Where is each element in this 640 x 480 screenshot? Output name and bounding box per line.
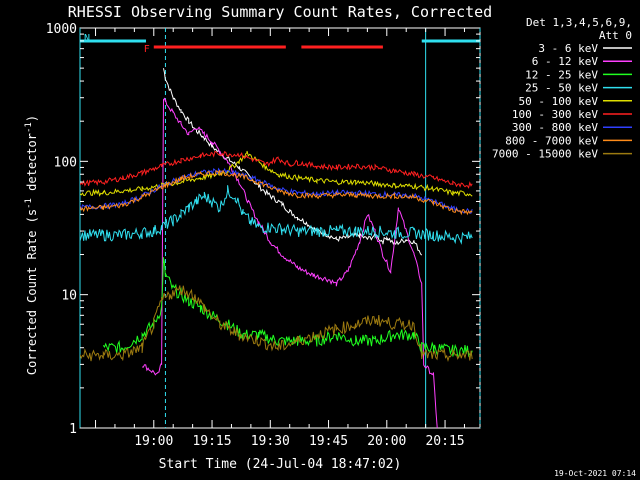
legend-label: 3 - 6 keV [538,42,598,55]
y-axis-label-mid: detector [25,133,39,198]
x-tick-label: 20:00 [367,434,406,449]
flag-label: F [144,44,150,55]
x-tick-label: 19:30 [251,434,290,449]
legend-label: 100 - 300 keV [512,108,598,121]
y-tick-label: 1000 [46,22,77,37]
y-axis-label: Corrected Count Rate (s-1 detector-1) [24,115,39,375]
y-axis-label-sup2: -1 [24,122,34,133]
y-tick-label: 100 [54,155,77,170]
x-axis-label: Start Time (24-Jul-04 18:47:02) [159,457,402,472]
legend-label: 6 - 12 keV [532,55,599,68]
legend-label: 50 - 100 keV [519,95,599,108]
legend-label: 800 - 7000 keV [505,134,598,147]
series-line [80,185,473,245]
series-line [80,285,473,363]
legend-label: 12 - 25 keV [525,68,598,81]
series-line [102,257,473,358]
attenuator-label: Att 0 [599,29,632,42]
flag-label: N [84,33,90,44]
y-axis-label-main: Corrected Count Rate (s [25,209,39,375]
plot-area: FN [79,27,481,429]
series-group [80,68,473,428]
x-tick-label: 19:15 [192,434,231,449]
timestamp: 19-Oct-2021 07:14 [554,469,636,478]
y-tick-label: 1 [69,422,77,437]
legend-label: 7000 - 15000 keV [492,148,598,161]
series-line [163,68,423,256]
series-line [80,150,473,189]
y-axis-label-sup1: -1 [24,198,34,209]
y-axis-label-end: ) [25,115,39,122]
x-axis: 19:00 19:15 19:30 19:45 20:00 20:15 [95,28,465,449]
y-tick-label: 10 [61,289,77,304]
series-line [80,150,473,197]
legend-label: 25 - 50 keV [525,82,598,95]
y-axis: 1 10 100 1000 [46,22,480,437]
series-line [80,169,473,216]
detector-label: Det 1,3,4,5,6,9, [526,16,632,29]
series-line [80,167,473,214]
chart-title: RHESSI Observing Summary Count Rates, Co… [68,3,492,21]
x-tick-label: 19:45 [309,434,348,449]
series-line [141,97,438,428]
x-tick-label: 19:00 [134,434,173,449]
x-tick-label: 20:15 [425,434,464,449]
legend-label: 300 - 800 keV [512,121,598,134]
